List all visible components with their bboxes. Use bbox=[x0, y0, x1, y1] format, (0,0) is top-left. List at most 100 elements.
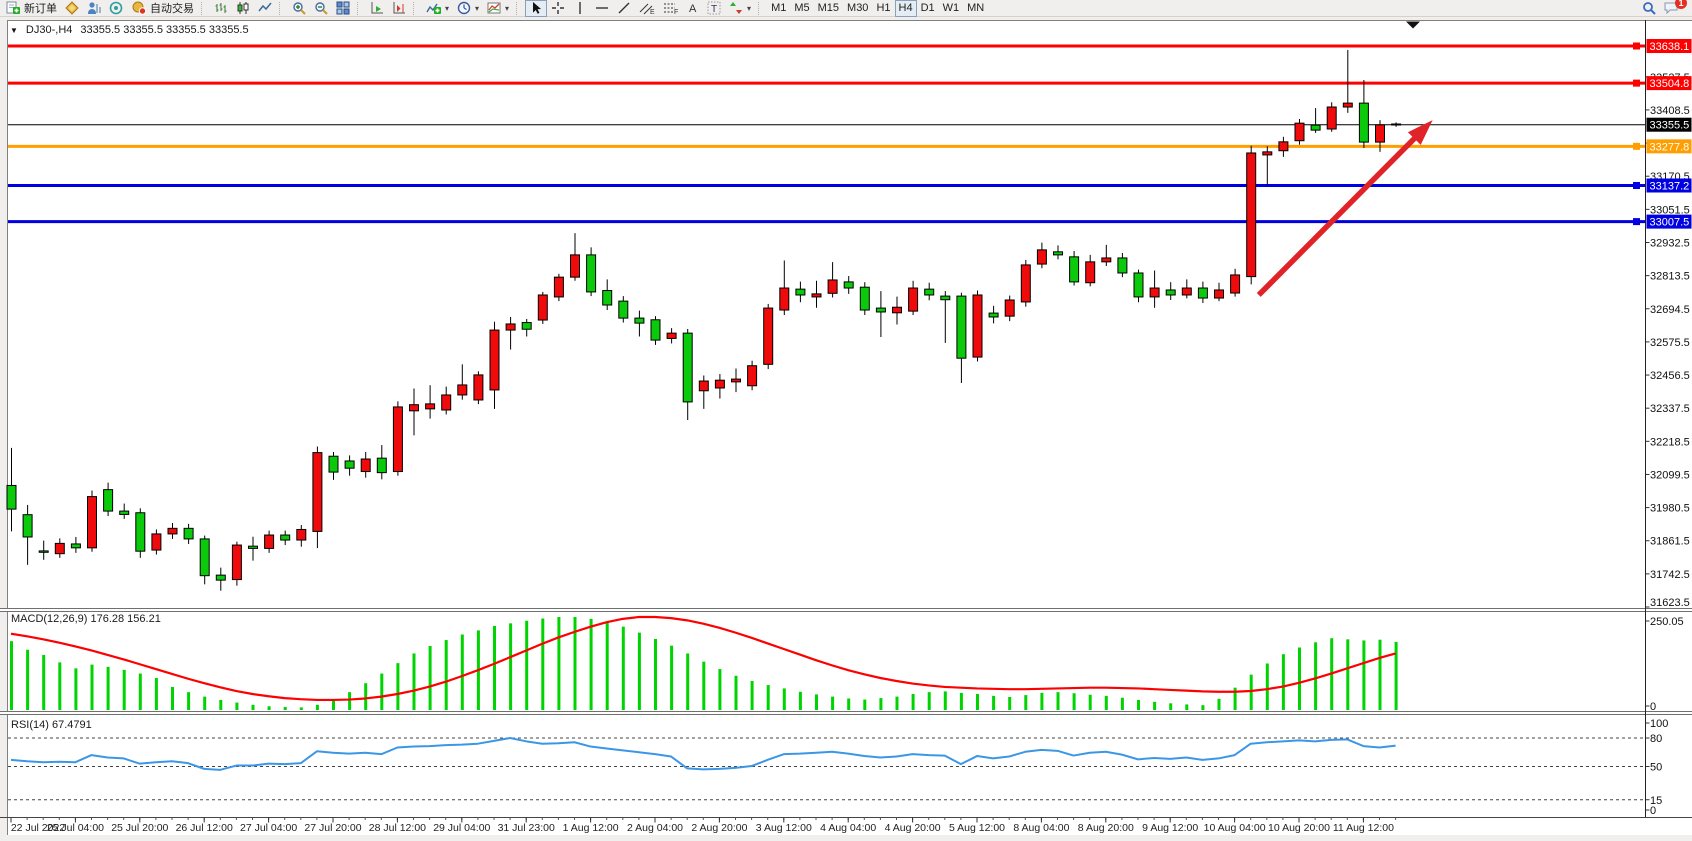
cursor-button[interactable] bbox=[525, 0, 548, 17]
price-label-text: 33277.8 bbox=[1650, 141, 1690, 153]
candlestick bbox=[763, 307, 774, 365]
macd-histogram-bar bbox=[766, 685, 770, 710]
zoom-in-button[interactable] bbox=[288, 0, 310, 17]
macd-histogram-bar bbox=[267, 706, 271, 710]
price-label-box bbox=[1646, 39, 1692, 53]
line-chart-button[interactable] bbox=[254, 0, 276, 17]
tf-h4-button[interactable]: H4 bbox=[894, 0, 917, 17]
macd-histogram-bar bbox=[734, 675, 738, 710]
macd-histogram-bar bbox=[1153, 701, 1157, 710]
auto-scroll-button[interactable] bbox=[366, 0, 388, 17]
signal-icon bbox=[109, 1, 123, 15]
channel-icon: E bbox=[639, 1, 655, 15]
ohlc-values: 33355.5 33355.5 33355.5 33355.5 bbox=[80, 24, 249, 36]
candlestick bbox=[553, 276, 564, 298]
notification-badge: 1 bbox=[1675, 0, 1687, 9]
market-watch-button[interactable] bbox=[83, 0, 105, 17]
time-axis-label: 25 Jul 04:00 bbox=[47, 822, 104, 834]
macd-histogram-bar bbox=[10, 641, 13, 710]
tf-m15-button[interactable]: M15 bbox=[814, 0, 843, 17]
candlestick bbox=[457, 384, 468, 396]
toolbar-separator bbox=[279, 1, 284, 15]
macd-histogram-bar bbox=[879, 698, 883, 710]
tile-windows-button[interactable] bbox=[332, 0, 354, 17]
trend-arrow-shaft[interactable] bbox=[1256, 132, 1421, 297]
time-axis-label: 8 Aug 04:00 bbox=[1013, 822, 1069, 834]
chart-shift-marker[interactable] bbox=[1406, 21, 1420, 29]
vline-icon bbox=[573, 1, 587, 15]
tf-m5-button[interactable]: M5 bbox=[790, 0, 813, 17]
autotrading-button[interactable]: 自动交易 bbox=[127, 0, 198, 17]
tf-mn-button[interactable]: MN bbox=[963, 0, 988, 17]
wizard-icon bbox=[65, 1, 79, 15]
time-axis-label: 27 Jul 20:00 bbox=[304, 822, 361, 834]
macd-histogram-bar bbox=[1137, 699, 1140, 710]
zoom-out-button[interactable] bbox=[310, 0, 332, 17]
indicators-button[interactable]: ▾ bbox=[422, 0, 453, 17]
price-label-text: 33007.5 bbox=[1650, 217, 1690, 229]
tf-d1-button[interactable]: D1 bbox=[917, 0, 939, 17]
macd-histogram-bar bbox=[831, 696, 835, 710]
candlestick bbox=[1165, 289, 1176, 296]
shapes-button[interactable]: ▾ bbox=[725, 0, 755, 17]
candlestick bbox=[1342, 102, 1353, 108]
time-axis-label: 2 Aug 20:00 bbox=[691, 822, 747, 834]
candlestick bbox=[698, 380, 709, 392]
price-label-text: 33638.1 bbox=[1650, 41, 1690, 53]
toolbar-separator bbox=[201, 1, 206, 15]
tf-m1-button[interactable]: M1 bbox=[767, 0, 790, 17]
candlestick bbox=[312, 452, 323, 532]
tf-m30-button[interactable]: M30 bbox=[843, 0, 872, 17]
chevron-down-icon: ▾ bbox=[505, 3, 510, 13]
periods-button[interactable]: ▾ bbox=[453, 0, 483, 17]
macd-histogram-bar bbox=[1233, 687, 1237, 710]
chart-shift-button[interactable] bbox=[388, 0, 410, 17]
search-icon bbox=[1642, 1, 1656, 15]
search-button[interactable] bbox=[1638, 0, 1660, 17]
rsi-axis-label: 50 bbox=[1650, 762, 1662, 774]
equidistant-channel-button[interactable]: E bbox=[635, 0, 659, 17]
new-order-button[interactable]: 新订单 bbox=[2, 0, 61, 17]
fibonacci-button[interactable]: F bbox=[659, 0, 683, 17]
macd-histogram-bar bbox=[815, 694, 818, 710]
macd-histogram-bar bbox=[138, 673, 142, 710]
candle-chart-button[interactable] bbox=[232, 0, 254, 17]
candlestick bbox=[441, 394, 452, 411]
chart-wizard-button[interactable] bbox=[61, 0, 83, 17]
macd-histogram-bar bbox=[1169, 703, 1173, 710]
bar-chart-button[interactable] bbox=[210, 0, 232, 17]
price-label-text: 33504.8 bbox=[1650, 78, 1690, 90]
text-label-button[interactable]: T bbox=[703, 0, 725, 17]
rsi-axis-label: 15 bbox=[1650, 795, 1662, 807]
macd-histogram-bar bbox=[509, 623, 513, 710]
autotrading-button-label: 自动交易 bbox=[150, 3, 194, 15]
tf-w1-button[interactable]: W1 bbox=[939, 0, 964, 17]
notifications-button[interactable]: 1 bbox=[1660, 0, 1687, 17]
candlestick bbox=[859, 286, 870, 311]
templates-button[interactable]: ▾ bbox=[483, 0, 513, 17]
candlestick bbox=[618, 300, 629, 319]
window-gap bbox=[0, 17, 1692, 21]
one-click-trading-toggle[interactable]: ▼ bbox=[10, 25, 18, 35]
hline-anchor bbox=[1633, 181, 1640, 189]
tf-mn-button-label: MN bbox=[967, 2, 985, 14]
toolbar: 新订单 自动交易 ▾ ▾ ▾ E F A T ▾ M1 M5 M15 M30 H1 H4 D1 W1 MN 1 bbox=[0, 0, 1692, 17]
panel-splitter[interactable] bbox=[0, 608, 1692, 612]
macd-histogram-bar bbox=[847, 698, 851, 710]
tf-h1-button[interactable]: H1 bbox=[872, 0, 894, 17]
trend-arrow-head[interactable] bbox=[1407, 120, 1433, 145]
text-button[interactable]: A bbox=[683, 0, 703, 17]
trendline-button[interactable] bbox=[613, 0, 635, 17]
data-window-button[interactable] bbox=[105, 0, 127, 17]
crosshair-button[interactable] bbox=[547, 0, 569, 17]
macd-histogram-bar bbox=[1201, 705, 1205, 710]
candlestick bbox=[811, 293, 822, 298]
macd-axis-label: 250.05 bbox=[1650, 616, 1684, 628]
candlestick bbox=[199, 538, 210, 577]
macd-histogram-bar bbox=[74, 668, 78, 710]
panel-splitter[interactable] bbox=[0, 711, 1692, 715]
vertical-line-button[interactable] bbox=[569, 0, 591, 17]
macd-histogram-bar bbox=[493, 625, 496, 710]
horizontal-line-button[interactable] bbox=[591, 0, 613, 17]
